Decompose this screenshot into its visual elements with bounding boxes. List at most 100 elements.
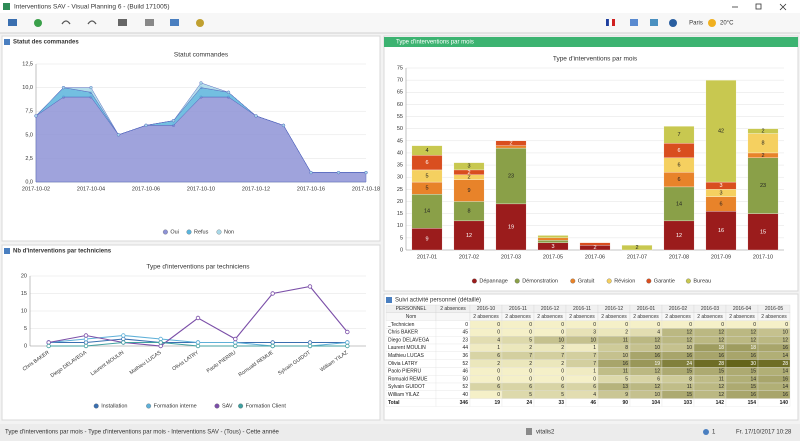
cell-value: 2 bbox=[561, 361, 564, 367]
cell-value: 2 bbox=[625, 330, 628, 336]
cell-value: 8 bbox=[689, 376, 692, 382]
status-path: Type d'interventions par mois - Type d'i… bbox=[5, 430, 280, 436]
legend-label: Bureau bbox=[693, 278, 711, 284]
subheader-text: 2 absences bbox=[601, 314, 627, 320]
cell-value: 0 bbox=[529, 376, 532, 382]
legend-label: Formation Client bbox=[246, 403, 287, 409]
bar-segment bbox=[663, 186, 695, 222]
tool-globe[interactable] bbox=[196, 19, 204, 27]
app-icon bbox=[3, 3, 10, 10]
point bbox=[307, 343, 313, 349]
cell-value: 16 bbox=[782, 345, 788, 351]
bar-segment bbox=[537, 240, 569, 243]
point bbox=[158, 340, 163, 345]
cell-value: 7 bbox=[561, 353, 564, 359]
cell-value: 12 bbox=[654, 337, 660, 343]
legend-swatch bbox=[238, 403, 244, 409]
panel-title: Suivi activité personnel (détaillé) bbox=[395, 298, 481, 304]
tool-add[interactable] bbox=[34, 19, 42, 27]
cell-value: 16 bbox=[654, 353, 660, 359]
subheader-text: 2 absences bbox=[665, 314, 691, 320]
tool-chat[interactable] bbox=[630, 19, 638, 26]
point bbox=[307, 284, 313, 289]
cell-value: 0 bbox=[561, 376, 564, 382]
cell-value: 0 bbox=[561, 330, 564, 336]
cell-value: 0 bbox=[593, 376, 596, 382]
point bbox=[83, 340, 89, 345]
y-tick-label: 40 bbox=[397, 150, 403, 156]
tool-view[interactable] bbox=[118, 19, 127, 26]
bar-segment bbox=[411, 145, 443, 156]
y-tick-label: 75 bbox=[397, 65, 403, 71]
cell-value: 0 bbox=[497, 369, 500, 375]
y-tick-label: 5,0 bbox=[25, 132, 33, 138]
cell-value: 10 bbox=[558, 337, 564, 343]
header-text: 2016-12 bbox=[605, 306, 624, 312]
tool-undo[interactable] bbox=[61, 20, 71, 25]
point bbox=[195, 340, 201, 345]
tool-msg[interactable] bbox=[650, 19, 658, 26]
row-name: Paolo PIERRU bbox=[388, 369, 421, 375]
bar-segment bbox=[663, 126, 695, 144]
x-tick-label: 2017-01 bbox=[417, 254, 437, 260]
y-tick-label: 12,5 bbox=[22, 61, 33, 67]
subheader-text: 2 absences bbox=[761, 314, 787, 320]
point bbox=[233, 336, 238, 342]
cell-value: 5 bbox=[529, 392, 532, 398]
y-tick-label: 20 bbox=[21, 273, 27, 279]
legend-swatch bbox=[216, 229, 222, 235]
header-text: 2016-04 bbox=[733, 306, 752, 312]
point bbox=[144, 123, 148, 127]
cell-value: 16 bbox=[686, 353, 692, 359]
cell-value: 11 bbox=[687, 384, 692, 390]
tool-redo[interactable] bbox=[87, 20, 97, 25]
point bbox=[89, 85, 93, 90]
cell-value: 52 bbox=[462, 384, 468, 390]
cell-value: 2 bbox=[529, 345, 532, 351]
cell-value: 0 bbox=[561, 369, 564, 375]
y-tick-label: 10,0 bbox=[22, 85, 33, 91]
subheader-text: 2 absences bbox=[697, 314, 723, 320]
cell-value: 16 bbox=[750, 353, 756, 359]
title-bar bbox=[0, 0, 800, 13]
point bbox=[121, 336, 126, 342]
x-tick-label: 2017-10-16 bbox=[297, 186, 325, 192]
legend-swatch bbox=[471, 278, 477, 284]
user-icon bbox=[703, 429, 709, 435]
cell-value: 52 bbox=[462, 361, 468, 367]
header-text: 2 absences bbox=[440, 306, 466, 312]
cell-value: 10 bbox=[654, 345, 660, 351]
cell-value: 0 bbox=[529, 322, 532, 328]
cell-value: 12 bbox=[718, 392, 724, 398]
data-label: 3 bbox=[719, 183, 722, 189]
cell-value: 24 bbox=[686, 361, 692, 367]
cell-value: 45 bbox=[462, 330, 468, 336]
cell-value: 10 bbox=[590, 337, 596, 343]
subheader-cell bbox=[435, 312, 471, 321]
tool-filter[interactable] bbox=[170, 19, 179, 26]
maximize-button[interactable] bbox=[755, 3, 762, 10]
y-tick-label: 0,0 bbox=[25, 179, 33, 185]
cell-value: 16 bbox=[782, 392, 788, 398]
x-tick-label: 2017-06 bbox=[585, 254, 605, 260]
point bbox=[233, 343, 238, 349]
data-label: 14 bbox=[424, 209, 430, 215]
data-label: 23 bbox=[508, 173, 514, 179]
y-tick-label: 2,5 bbox=[25, 156, 33, 162]
flag-fr[interactable] bbox=[606, 19, 609, 26]
chart-title: Type d'interventions par techniciens bbox=[146, 264, 250, 271]
data-label: 6 bbox=[425, 160, 428, 166]
legend-swatch bbox=[214, 403, 220, 409]
data-label: 6 bbox=[677, 177, 680, 183]
close-button[interactable] bbox=[779, 3, 787, 11]
tool-help[interactable] bbox=[669, 19, 677, 27]
cell-value: 12 bbox=[750, 330, 756, 336]
cell-value: 103 bbox=[684, 400, 693, 406]
tool-print[interactable] bbox=[145, 19, 154, 26]
y-tick-label: 20 bbox=[397, 199, 403, 205]
cell-value: 46 bbox=[462, 369, 468, 375]
tool-open[interactable] bbox=[8, 19, 17, 26]
cell-value: 0 bbox=[625, 322, 628, 328]
subheader-text: 2 absences bbox=[473, 314, 499, 320]
row-name: Chris BAKER bbox=[388, 330, 418, 336]
